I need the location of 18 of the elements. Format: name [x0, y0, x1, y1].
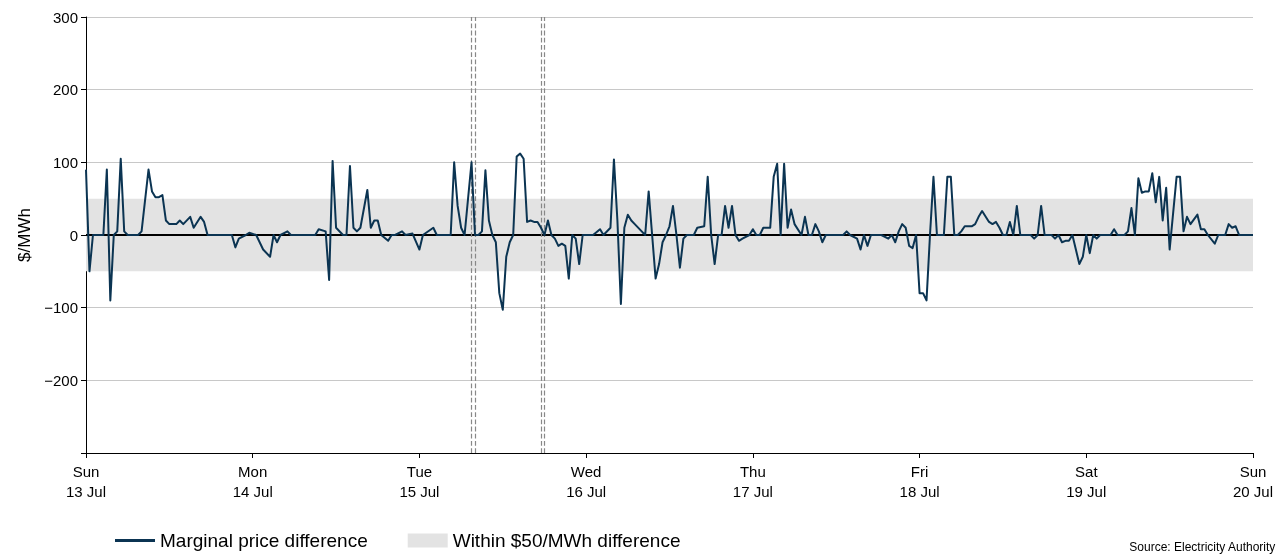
x-tick-label: Sun 13 Jul	[65, 462, 107, 500]
y-axis-title: $/MWh	[15, 208, 35, 262]
x-tick-label: Fri 18 Jul	[899, 462, 940, 500]
y-tick-label: −200	[44, 371, 78, 389]
source-note: Source: Electricity Authority	[1129, 540, 1276, 554]
y-tick-label: 0	[69, 226, 78, 244]
y-tick-label: −100	[44, 299, 78, 317]
x-tick-label: Sun 20 Jul	[1232, 462, 1274, 500]
x-tick-label: Mon 14 Jul	[232, 462, 273, 500]
y-tick-label: 300	[52, 8, 78, 26]
x-tick-label: Wed 16 Jul	[566, 462, 607, 500]
x-tick-label: Tue 15 Jul	[399, 462, 440, 500]
y-tick-label: 200	[52, 81, 78, 99]
legend-label: Marginal price difference	[160, 530, 368, 551]
x-tick-label: Thu 17 Jul	[732, 462, 773, 500]
legend-label: Within $50/MWh difference	[452, 530, 681, 551]
y-tick-label: 100	[52, 153, 78, 171]
x-tick-label: Sat 19 Jul	[1066, 462, 1107, 500]
